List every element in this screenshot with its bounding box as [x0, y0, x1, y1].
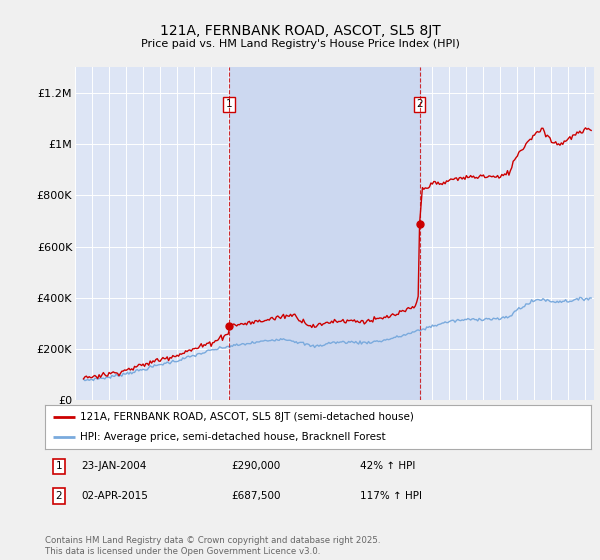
Text: 117% ↑ HPI: 117% ↑ HPI	[360, 491, 422, 501]
Text: 23-JAN-2004: 23-JAN-2004	[81, 461, 146, 472]
Text: 02-APR-2015: 02-APR-2015	[81, 491, 148, 501]
Text: 121A, FERNBANK ROAD, ASCOT, SL5 8JT: 121A, FERNBANK ROAD, ASCOT, SL5 8JT	[160, 24, 440, 38]
Bar	[229, 67, 419, 400]
Text: HPI: Average price, semi-detached house, Bracknell Forest: HPI: Average price, semi-detached house,…	[80, 432, 386, 442]
Text: 42% ↑ HPI: 42% ↑ HPI	[360, 461, 415, 472]
Text: 2: 2	[55, 491, 62, 501]
Text: 121A, FERNBANK ROAD, ASCOT, SL5 8JT (semi-detached house): 121A, FERNBANK ROAD, ASCOT, SL5 8JT (sem…	[80, 412, 415, 422]
Text: £290,000: £290,000	[231, 461, 280, 472]
Text: Price paid vs. HM Land Registry's House Price Index (HPI): Price paid vs. HM Land Registry's House …	[140, 39, 460, 49]
Text: £687,500: £687,500	[231, 491, 281, 501]
Text: Contains HM Land Registry data © Crown copyright and database right 2025.
This d: Contains HM Land Registry data © Crown c…	[45, 536, 380, 556]
Text: 1: 1	[226, 99, 233, 109]
Text: 1: 1	[55, 461, 62, 472]
Text: 2: 2	[416, 99, 423, 109]
